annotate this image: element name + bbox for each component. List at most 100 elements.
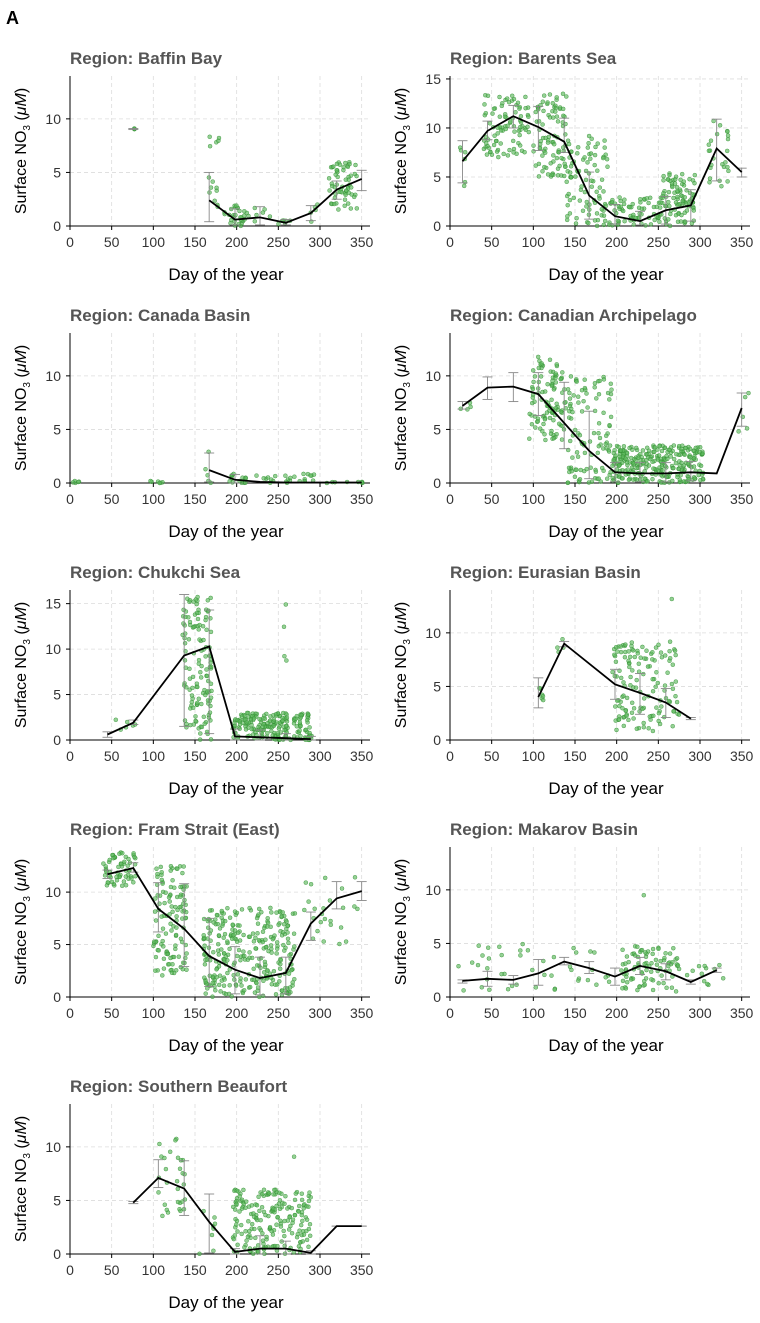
data-point: [278, 1224, 284, 1229]
data-point: [592, 385, 597, 390]
data-point: [342, 203, 347, 209]
data-point: [271, 717, 277, 722]
data-point: [209, 1232, 215, 1238]
data-point: [643, 976, 649, 981]
data-point: [626, 658, 631, 663]
data-point: [235, 1242, 240, 1248]
mean-line: [462, 960, 718, 983]
data-point: [707, 176, 713, 181]
data-point: [267, 214, 273, 219]
data-point: [513, 110, 518, 115]
data-point: [585, 145, 590, 150]
data-point: [538, 426, 543, 431]
data-point: [288, 475, 293, 481]
data-point: [281, 942, 286, 948]
data-point: [123, 883, 129, 888]
chart-title: Region: Fram Strait (East): [70, 820, 280, 839]
data-point: [691, 464, 697, 469]
data-point: [639, 206, 645, 212]
data-point: [563, 164, 568, 169]
data-point: [673, 679, 678, 684]
data-point: [232, 723, 238, 728]
data-point: [626, 649, 631, 654]
y-tick-label: 10: [425, 882, 441, 898]
data-point: [672, 648, 678, 653]
data-point: [207, 908, 213, 913]
data-point: [239, 983, 244, 988]
data-point: [470, 960, 475, 965]
data-point: [622, 197, 627, 202]
x-tick-label: 0: [66, 491, 74, 507]
data-point: [580, 208, 586, 214]
data-point: [272, 1187, 277, 1193]
data-point: [187, 676, 193, 681]
data-point: [496, 154, 501, 160]
data-point: [288, 1223, 293, 1229]
data-point: [613, 659, 619, 664]
data-point: [675, 194, 680, 200]
data-point: [485, 93, 491, 99]
data-point: [458, 148, 464, 153]
data-point: [273, 992, 279, 997]
data-point: [256, 724, 261, 730]
x-tick-label: 200: [605, 748, 629, 764]
data-point: [212, 1221, 218, 1227]
data-point: [495, 131, 500, 136]
data-point: [658, 650, 664, 655]
y-axis-label: Surface NO3 (μM): [393, 859, 413, 985]
data-point: [235, 1229, 240, 1234]
data-point: [597, 196, 602, 201]
y-axis-label: Surface NO3 (μM): [393, 602, 413, 728]
data-point: [105, 880, 111, 885]
x-tick-label: 300: [688, 1005, 712, 1021]
data-point: [518, 143, 523, 148]
x-tick-label: 150: [183, 1262, 207, 1278]
data-point: [548, 161, 553, 166]
data-point: [292, 911, 298, 916]
data-point: [161, 944, 166, 949]
data-point: [251, 977, 257, 982]
data-point: [544, 410, 550, 415]
data-point: [567, 390, 572, 396]
data-point: [234, 1222, 239, 1227]
data-point: [616, 717, 622, 722]
data-point: [170, 878, 175, 883]
data-point: [631, 716, 636, 721]
data-point: [301, 1206, 306, 1211]
data-point: [564, 179, 569, 185]
data-point: [210, 994, 215, 999]
data-point: [657, 721, 663, 727]
data-point: [601, 377, 607, 382]
data-point: [650, 987, 656, 993]
data-point: [194, 601, 199, 607]
data-point: [486, 956, 492, 961]
data-point: [650, 677, 655, 682]
data-point: [227, 479, 232, 484]
data-point: [711, 118, 716, 124]
data-point: [663, 203, 668, 209]
data-point: [502, 114, 508, 120]
data-point: [639, 947, 645, 953]
data-point: [343, 177, 348, 182]
data-point: [329, 183, 335, 189]
data-point: [235, 930, 241, 935]
data-point: [526, 129, 531, 135]
data-point: [516, 128, 522, 134]
data-point: [265, 968, 270, 973]
data-point: [540, 99, 545, 104]
data-point: [645, 479, 650, 484]
data-point: [530, 400, 535, 406]
y-tick-label: 0: [53, 1246, 61, 1262]
data-point: [566, 465, 572, 471]
y-tick-label: 0: [433, 732, 441, 748]
data-point: [533, 425, 538, 430]
data-point: [585, 160, 590, 165]
data-point: [721, 976, 726, 981]
data-point: [168, 864, 174, 869]
data-point: [652, 445, 658, 450]
x-tick-label: 0: [66, 234, 74, 250]
data-point: [551, 387, 557, 392]
data-point: [596, 431, 601, 436]
data-point: [179, 939, 185, 945]
